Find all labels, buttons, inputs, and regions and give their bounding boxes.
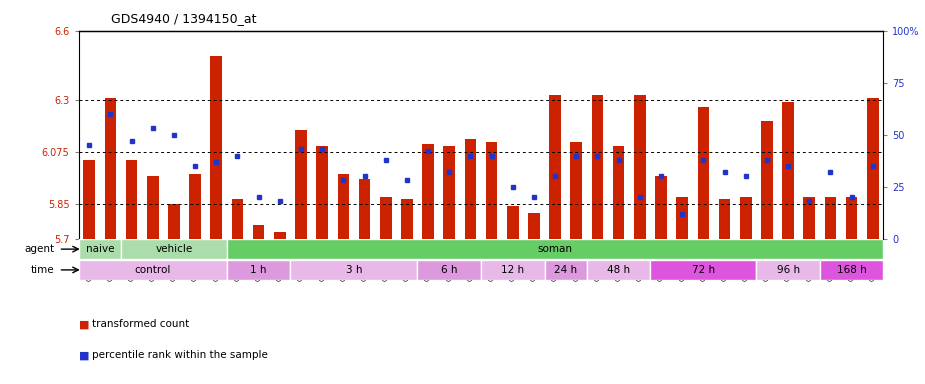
Bar <box>740 197 751 239</box>
Bar <box>380 197 391 239</box>
Text: 12 h: 12 h <box>501 265 524 275</box>
Bar <box>655 176 667 239</box>
Bar <box>227 239 883 259</box>
Bar <box>761 121 772 239</box>
Text: vehicle: vehicle <box>155 244 192 254</box>
Bar <box>231 199 243 239</box>
Bar <box>359 179 370 239</box>
Bar <box>295 130 307 239</box>
Bar <box>105 98 117 239</box>
Bar <box>316 146 328 239</box>
Bar <box>422 144 434 239</box>
Text: 24 h: 24 h <box>554 265 577 275</box>
Bar <box>79 260 227 280</box>
Text: transformed count: transformed count <box>92 319 190 329</box>
Text: 3 h: 3 h <box>346 265 363 275</box>
Text: agent: agent <box>24 244 55 254</box>
Bar <box>650 260 757 280</box>
Bar <box>634 96 646 239</box>
Text: naive: naive <box>85 244 114 254</box>
Bar <box>290 260 417 280</box>
Bar <box>783 103 794 239</box>
Bar <box>867 98 879 239</box>
Text: percentile rank within the sample: percentile rank within the sample <box>92 350 268 360</box>
Bar <box>824 197 836 239</box>
Bar <box>464 139 476 239</box>
Bar <box>190 174 201 239</box>
Bar <box>613 146 624 239</box>
Bar <box>253 225 265 239</box>
Bar <box>757 260 820 280</box>
Bar <box>168 204 179 239</box>
Text: time: time <box>31 265 55 275</box>
Text: 6 h: 6 h <box>441 265 458 275</box>
Bar <box>481 260 545 280</box>
Bar <box>486 142 498 239</box>
Bar <box>121 239 227 259</box>
Bar <box>274 232 286 239</box>
Text: 96 h: 96 h <box>776 265 799 275</box>
Bar <box>126 160 138 239</box>
Bar <box>227 260 290 280</box>
Text: ■: ■ <box>79 319 89 329</box>
Bar <box>549 96 561 239</box>
Text: 1 h: 1 h <box>251 265 267 275</box>
Bar <box>571 142 582 239</box>
Bar <box>592 96 603 239</box>
Bar <box>507 206 519 239</box>
Bar <box>820 260 883 280</box>
Bar <box>719 199 731 239</box>
Bar <box>804 197 815 239</box>
Text: 168 h: 168 h <box>837 265 867 275</box>
Bar <box>401 199 413 239</box>
Bar <box>338 174 349 239</box>
Bar <box>83 160 95 239</box>
Text: ■: ■ <box>79 350 89 360</box>
Bar <box>845 197 857 239</box>
Text: GDS4940 / 1394150_at: GDS4940 / 1394150_at <box>111 12 256 25</box>
Bar <box>443 146 455 239</box>
Bar <box>417 260 481 280</box>
Bar <box>545 260 586 280</box>
Bar <box>676 197 688 239</box>
Bar <box>528 213 540 239</box>
Text: control: control <box>134 265 171 275</box>
Bar <box>147 176 158 239</box>
Text: 72 h: 72 h <box>692 265 715 275</box>
Bar <box>586 260 650 280</box>
Text: soman: soman <box>537 244 573 254</box>
Text: 48 h: 48 h <box>607 265 630 275</box>
Bar <box>211 56 222 239</box>
Bar <box>79 239 121 259</box>
Bar <box>697 107 709 239</box>
